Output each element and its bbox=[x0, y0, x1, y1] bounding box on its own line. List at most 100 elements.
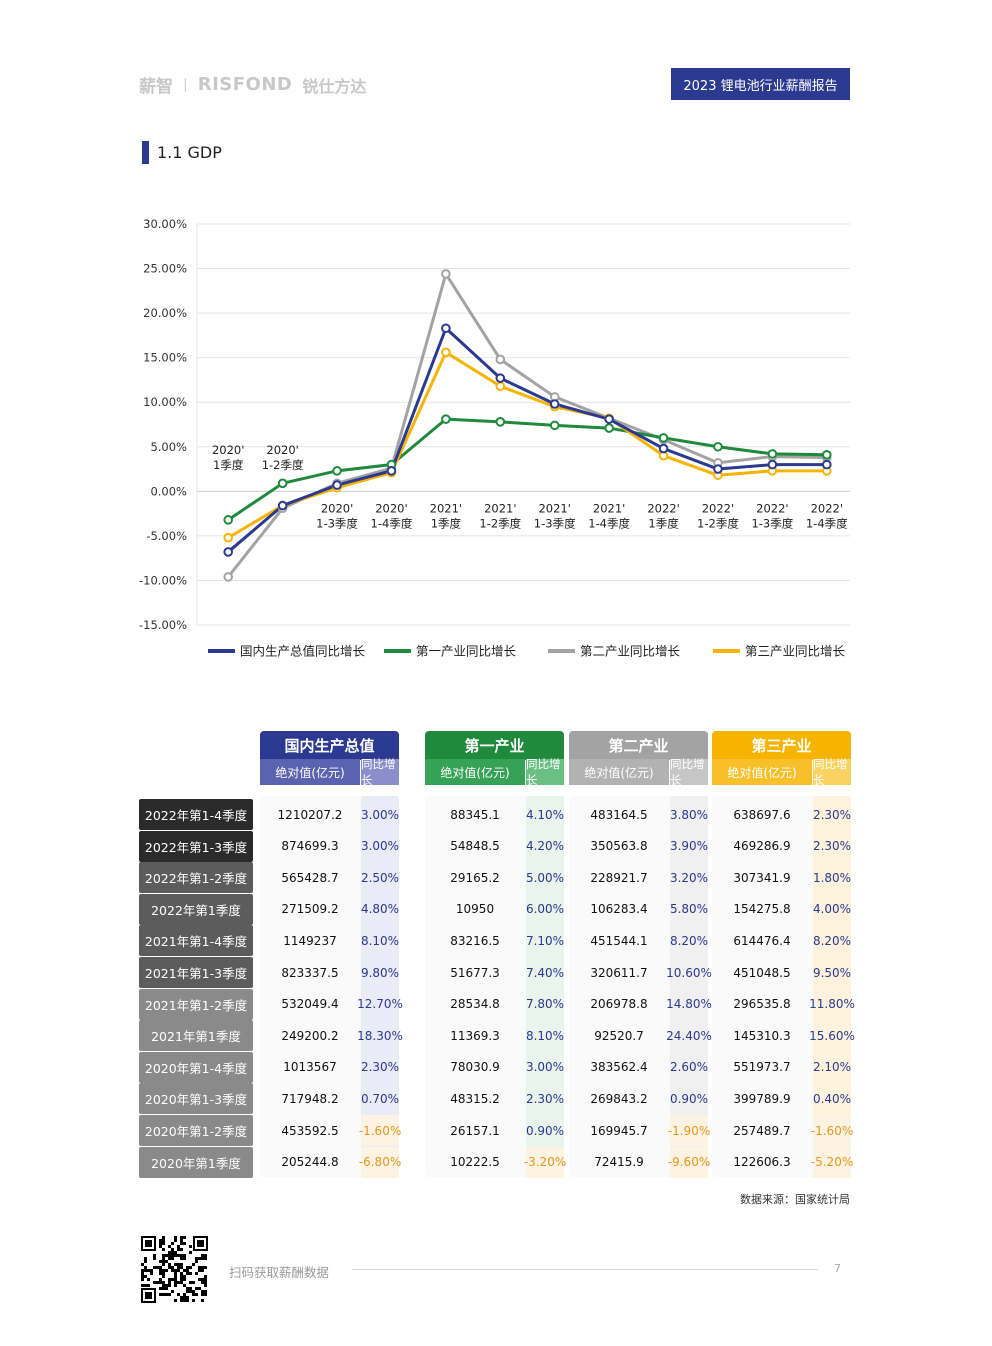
abs-value-cell: 249200.2 bbox=[281, 1028, 339, 1043]
abs-value-cell: 532049.4 bbox=[281, 997, 339, 1012]
abs-value-cell: 29165.2 bbox=[450, 870, 500, 885]
growth-cell: 24.40% bbox=[666, 1028, 712, 1043]
growth-cell: 11.80% bbox=[809, 997, 855, 1012]
x-tick-label: 1季度 bbox=[213, 458, 244, 472]
growth-cell: 3.00% bbox=[525, 1060, 565, 1075]
series-line bbox=[227, 417, 827, 522]
abs-value-header: 绝对值(亿元) bbox=[260, 759, 360, 785]
growth-cell: 2.30% bbox=[812, 839, 852, 854]
x-tick-label: 1-2季度 bbox=[697, 517, 739, 531]
brand-risfond: RISFOND bbox=[197, 74, 293, 95]
qr-code-icon[interactable] bbox=[141, 1236, 208, 1303]
abs-value-cell: 350563.8 bbox=[590, 839, 648, 854]
growth-cell: 5.80% bbox=[669, 902, 709, 917]
abs-value-cell: 26157.1 bbox=[450, 1123, 500, 1138]
abs-value-cell: 205244.8 bbox=[281, 1155, 339, 1170]
abs-value-cell: 638697.6 bbox=[733, 807, 791, 822]
growth-cell: 0.90% bbox=[669, 1091, 709, 1106]
y-tick-label: -5.00% bbox=[146, 529, 187, 543]
report-title-badge: 2023 锂电池行业薪酬报告 bbox=[671, 68, 850, 100]
data-point bbox=[604, 414, 614, 424]
footer-divider bbox=[352, 1269, 818, 1270]
x-tick-label: 1-4季度 bbox=[806, 517, 848, 531]
data-point bbox=[821, 449, 832, 460]
abs-value-cell: 451544.1 bbox=[590, 933, 648, 948]
data-point bbox=[441, 323, 451, 334]
row-period-label: 2022年第1-2季度 bbox=[139, 862, 253, 894]
growth-cell: 2.30% bbox=[360, 1060, 400, 1075]
row-period-label: 2021年第1-2季度 bbox=[139, 988, 253, 1020]
row-period-label: 2021年第1-3季度 bbox=[139, 957, 253, 988]
abs-value-cell: 1149237 bbox=[283, 933, 337, 948]
section-accent-bar bbox=[142, 141, 149, 164]
data-point bbox=[223, 515, 234, 525]
abs-value-cell: 169945.7 bbox=[590, 1123, 648, 1138]
legend-label: 第三产业同比增长 bbox=[745, 644, 846, 659]
row-period-label: 2022年第1-4季度 bbox=[139, 799, 253, 830]
growth-cell: -1.90% bbox=[668, 1115, 710, 1146]
x-tick-label: 1-3季度 bbox=[534, 517, 576, 531]
abs-value-cell: 228921.7 bbox=[590, 870, 648, 885]
abs-value-cell: 614476.4 bbox=[733, 933, 791, 948]
growth-cell: 7.10% bbox=[525, 933, 565, 948]
growth-cell: 3.00% bbox=[360, 807, 400, 822]
pct-column-band bbox=[526, 796, 564, 1178]
abs-value-cell: 145310.3 bbox=[733, 1028, 791, 1043]
growth-cell: 9.80% bbox=[360, 965, 400, 980]
abs-value-cell: 269843.2 bbox=[590, 1091, 648, 1106]
growth-cell: 3.00% bbox=[360, 839, 400, 854]
x-tick-label: 2021' bbox=[538, 502, 570, 516]
series-line bbox=[227, 272, 827, 578]
growth-cell: 8.10% bbox=[360, 933, 400, 948]
data-point bbox=[604, 423, 614, 433]
footer-scan-text: 扫码获取薪酬数据 bbox=[229, 1265, 330, 1280]
data-point bbox=[713, 464, 723, 474]
x-tick-label: 1季度 bbox=[648, 517, 679, 531]
growth-cell: 0.70% bbox=[360, 1091, 400, 1106]
legend-label: 第二产业同比增长 bbox=[580, 644, 681, 659]
abs-value-cell: 320611.7 bbox=[590, 965, 648, 980]
abs-value-header: 绝对值(亿元) bbox=[425, 759, 525, 785]
y-tick-label: -10.00% bbox=[139, 573, 187, 587]
growth-cell: 10.60% bbox=[666, 965, 712, 980]
x-tick-label: 2020' bbox=[321, 502, 353, 516]
x-tick-label: 1-3季度 bbox=[316, 517, 358, 531]
y-tick-label: 30.00% bbox=[143, 217, 187, 231]
abs-value-cell: 10222.5 bbox=[450, 1155, 500, 1170]
abs-value-cell: 383562.4 bbox=[590, 1060, 648, 1075]
y-tick-label: -15.00% bbox=[139, 618, 187, 632]
growth-header: 同比增长 bbox=[361, 757, 399, 787]
growth-cell: 7.80% bbox=[525, 997, 565, 1012]
data-point bbox=[441, 414, 451, 424]
abs-value-cell: 51677.3 bbox=[450, 965, 500, 980]
page-number: 7 bbox=[834, 1262, 841, 1275]
row-period-label: 2020年第1-4季度 bbox=[139, 1051, 253, 1083]
growth-cell: -1.60% bbox=[811, 1115, 853, 1146]
abs-value-cell: 83216.5 bbox=[450, 933, 500, 948]
growth-cell: 4.00% bbox=[812, 902, 852, 917]
x-tick-label: 2021' bbox=[430, 502, 462, 516]
growth-cell: 14.80% bbox=[666, 997, 712, 1012]
abs-value-cell: 307341.9 bbox=[733, 870, 791, 885]
abs-value-cell: 106283.4 bbox=[590, 902, 648, 917]
row-period-label: 2021年第1-4季度 bbox=[139, 925, 253, 957]
legend-label: 国内生产总值同比增长 bbox=[240, 644, 366, 659]
growth-cell: 5.00% bbox=[525, 870, 565, 885]
data-point bbox=[223, 532, 234, 543]
data-point bbox=[495, 381, 506, 391]
brand-xinzhi: 薪智 bbox=[139, 77, 173, 97]
abs-value-header: 绝对值(亿元) bbox=[712, 759, 812, 785]
row-period-label: 2020年第1-3季度 bbox=[139, 1083, 253, 1115]
row-period-label: 2021年第1季度 bbox=[139, 1020, 253, 1052]
y-tick-label: 0.00% bbox=[150, 484, 187, 498]
growth-cell: 3.80% bbox=[669, 807, 709, 822]
abs-value-cell: 54848.5 bbox=[450, 839, 500, 854]
x-tick-label: 1-2季度 bbox=[479, 517, 521, 531]
abs-value-header: 绝对值(亿元) bbox=[569, 759, 669, 785]
data-point bbox=[549, 420, 560, 431]
row-period-label: 2020年第1季度 bbox=[139, 1146, 253, 1178]
growth-cell: 4.80% bbox=[360, 902, 400, 917]
abs-value-cell: 206978.8 bbox=[590, 997, 648, 1012]
x-tick-label: 1-3季度 bbox=[751, 517, 793, 531]
abs-value-cell: 1210207.2 bbox=[277, 807, 343, 822]
